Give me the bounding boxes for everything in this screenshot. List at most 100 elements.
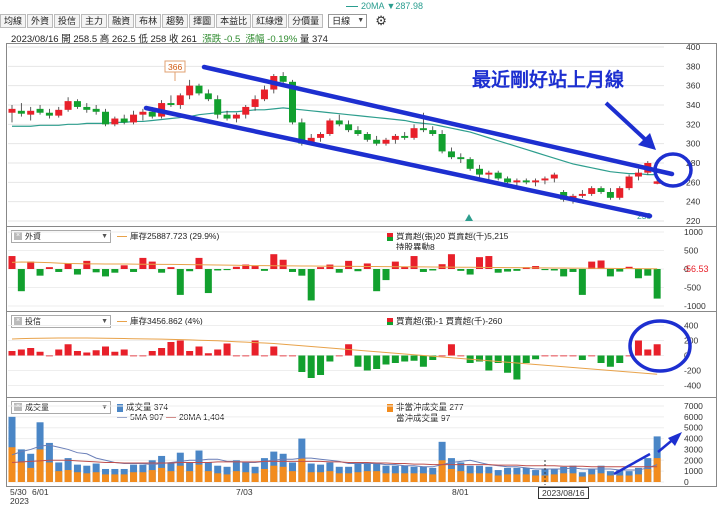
legend-bar-swatch — [387, 317, 393, 326]
tab-ma[interactable]: 均線 — [0, 14, 27, 28]
trust-bar — [401, 355, 409, 362]
close-icon[interactable]: × — [14, 317, 22, 325]
foreign-bar — [597, 260, 605, 269]
trust-bar — [186, 351, 194, 356]
period-select-value: 日線 — [332, 16, 351, 26]
y-tick-label: 0 — [684, 477, 689, 487]
tab-pe[interactable]: 本益比 — [216, 14, 252, 28]
legend-line-swatch — [117, 236, 127, 238]
y-tick-label: 400 — [686, 42, 700, 52]
quote-info: 2023/08/16 開 258.5 高 262.5 低 258 收 261 漲… — [11, 31, 328, 45]
legend-bar-swatch — [117, 403, 123, 412]
candle — [289, 81, 296, 123]
non-daytrade-bar — [560, 473, 568, 482]
non-daytrade-legend: 非當沖成交量 277 — [387, 401, 464, 413]
non-daytrade-bar — [251, 473, 259, 482]
candle — [578, 193, 586, 196]
candle — [382, 139, 390, 144]
y-tick-label: 260 — [686, 177, 700, 187]
gear-icon[interactable]: ⚙ — [375, 13, 387, 28]
non-daytrade-bar — [653, 458, 661, 482]
y-tick-label: 1000 — [684, 466, 703, 476]
foreign-bar — [176, 269, 184, 295]
close-icon[interactable]: × — [14, 232, 22, 240]
price-panel — [6, 43, 717, 228]
foreign-select-label: 外資 — [25, 232, 41, 241]
quote-low: 低 258 — [138, 34, 167, 45]
foreign-bar — [317, 267, 325, 269]
tab-main-force[interactable]: 主力 — [81, 14, 108, 28]
foreign-bar — [550, 269, 558, 271]
candle — [410, 128, 418, 138]
trust-select-label: 投信 — [25, 317, 41, 326]
trust-bar — [317, 355, 325, 375]
foreign-bar — [195, 257, 203, 269]
foreign-indicator-select[interactable]: × 外資 ▼ — [11, 230, 111, 243]
period-select[interactable]: 日線 ▼ — [328, 14, 368, 28]
tab-trust[interactable]: 投信 — [54, 14, 81, 28]
daytrade-legend: 當沖成交量 97 — [396, 413, 451, 423]
candle — [223, 114, 231, 119]
trust-bar — [606, 355, 614, 367]
candle — [476, 168, 483, 175]
candle — [45, 112, 53, 116]
crosshair-marker — [465, 214, 473, 221]
foreign-bar — [616, 269, 624, 272]
trust-bar — [419, 355, 427, 367]
trust-bar — [504, 355, 512, 373]
foreign-bar — [130, 269, 138, 272]
tab-trend[interactable]: 趨勢 — [162, 14, 189, 28]
trust-bar — [139, 355, 147, 357]
non-daytrade-bar — [447, 468, 455, 482]
x-year-label: 2023 — [10, 496, 29, 506]
non-daytrade-bar — [27, 467, 35, 482]
candle — [494, 172, 502, 179]
chevron-down-icon: ▼ — [101, 318, 108, 325]
tab-bollinger[interactable]: 布林 — [135, 14, 162, 28]
trust-bar — [522, 355, 530, 363]
non-daytrade-bar — [504, 474, 512, 482]
foreign-bar — [120, 265, 128, 269]
trust-bar — [120, 349, 128, 356]
candle — [214, 99, 222, 115]
trust-bar — [17, 349, 25, 356]
candle — [447, 151, 455, 158]
high-label: 366 — [168, 62, 182, 72]
candle — [298, 122, 306, 144]
candle — [195, 85, 203, 94]
volume-legend: 成交量 374 — [117, 401, 168, 413]
trust-holding-legend: 庫存3456.862 (4%) — [117, 315, 203, 327]
y-tick-label: -1000 — [684, 301, 706, 311]
candle — [167, 103, 175, 105]
foreign-bar — [260, 269, 268, 271]
foreign-bar — [644, 269, 652, 276]
tab-traffic-light[interactable]: 紅綠燈 — [252, 14, 288, 28]
tab-selection[interactable]: 擇圖 — [189, 14, 216, 28]
trust-bar — [223, 343, 231, 356]
foreign-bar — [158, 269, 166, 273]
trust-bar — [326, 355, 334, 362]
trust-bar — [644, 349, 652, 356]
trust-indicator-select[interactable]: × 投信 ▼ — [11, 315, 111, 328]
trust-bar — [391, 355, 399, 363]
tab-foreign[interactable]: 外資 — [27, 14, 54, 28]
foreign-bar — [8, 256, 16, 269]
foreign-bar — [92, 269, 100, 273]
foreign-bar — [504, 269, 512, 272]
tab-margin[interactable]: 融資 — [108, 14, 135, 28]
y-tick-label: 200 — [684, 336, 698, 346]
ma20-line — [12, 107, 658, 176]
non-daytrade-bar — [410, 473, 418, 482]
trust-bar — [578, 355, 586, 360]
non-daytrade-bar — [8, 447, 16, 482]
candle — [102, 111, 109, 125]
trust-bar — [167, 342, 175, 356]
volume-trend-line — [613, 452, 651, 476]
trend-line-upper — [201, 64, 675, 177]
foreign-bar — [167, 267, 175, 269]
tab-price-volume[interactable]: 分價量 — [288, 14, 324, 28]
volume-indicator-select[interactable]: ×成交量▼ — [11, 401, 111, 414]
foreign-bar — [401, 266, 409, 269]
foreign-holding-legend: 庫存25887.723 (29.9%) — [117, 230, 219, 242]
